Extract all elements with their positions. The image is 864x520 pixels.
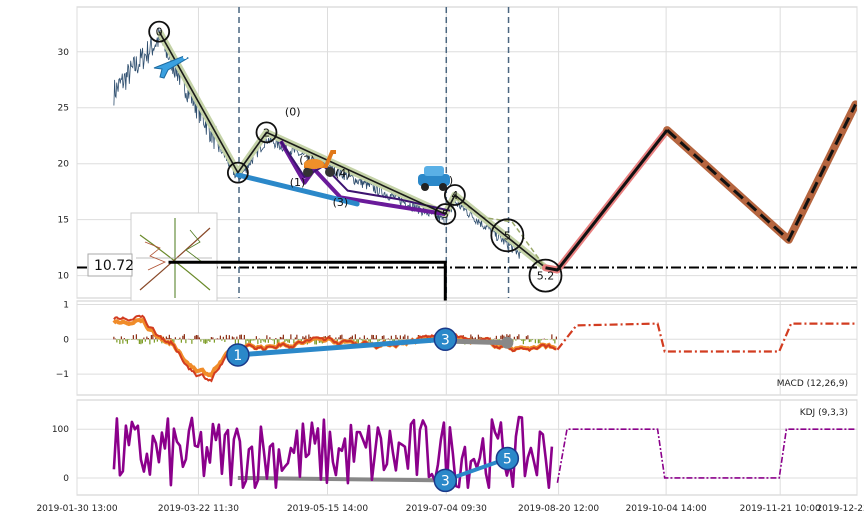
scooter-icon: [303, 150, 336, 177]
macd-y-ticks: −1 0 1: [56, 300, 70, 380]
wave-circle: [490, 218, 525, 253]
inset-thumbnail: [130, 212, 218, 304]
projection-core-dashed: [666, 103, 857, 243]
wave-circles: [148, 20, 563, 293]
y-tick-label: −1: [56, 370, 69, 380]
y-tick-label: 0: [63, 335, 69, 345]
kdj-series: [112, 415, 554, 490]
x-tick-label: 2019-10-04 14:00: [626, 504, 707, 514]
wave-label: 0: [156, 26, 163, 39]
kdj-marker-label: 3: [441, 473, 450, 489]
x-tick-label: 2019-03-22 11:30: [158, 504, 239, 514]
wave-label: 4: [451, 189, 458, 202]
macd-panel: −101 13 MACD (12,26,9): [56, 300, 858, 396]
wave-label: 5.2: [537, 270, 555, 283]
kdj-marker: [433, 468, 458, 493]
kdj-flat-projection: [556, 428, 856, 483]
macd-marker-label: 1: [233, 348, 242, 364]
macd-markers: 13: [226, 327, 458, 367]
subwave-a: [279, 140, 446, 217]
y-tick-label: 0: [63, 474, 69, 484]
x-axis-ticks: 2019-01-30 13:00 2019-03-22 11:30 2019-05-…: [36, 504, 864, 514]
price-y-ticks: 10 15 20 25 30: [58, 48, 70, 282]
wave-circle: [443, 184, 466, 206]
support-price-box: 10.72: [87, 253, 134, 277]
y-tick-label: 30: [58, 48, 70, 58]
macd-marker-label: 3: [441, 332, 450, 348]
subwave-b: [279, 140, 451, 212]
main-wave: [158, 31, 547, 269]
wave-label: 5: [442, 208, 449, 221]
x-tick-label: 2019-11-21 10:00: [740, 504, 821, 514]
wave-label: (3): [333, 196, 349, 209]
wave-circle: [434, 203, 457, 225]
wave-circle: [226, 161, 249, 184]
airplane-icon: [153, 55, 190, 79]
car-icon: [418, 166, 450, 191]
macd-marker: [226, 343, 250, 367]
y-tick-label: 100: [52, 425, 69, 435]
kdj-y-ticks: 0 100: [52, 425, 69, 484]
wave-label: 2: [263, 126, 270, 139]
y-tick-label: 1: [63, 300, 69, 310]
wave-circle: [148, 20, 171, 43]
wave-circle: [528, 258, 563, 293]
blue-wave-segment: [235, 172, 360, 207]
x-tick-label: 2019-08-20 12:00: [518, 504, 599, 514]
y-tick-label: 20: [58, 160, 70, 170]
y-tick-label: 25: [58, 104, 69, 114]
wave-label: 5: [504, 229, 511, 242]
kdj-grey-segment: [237, 475, 446, 483]
macd-title: MACD (12,26,9): [777, 379, 848, 389]
x-tick-label: 2019-12-23 15:00: [816, 504, 864, 514]
projection-core: [545, 129, 669, 272]
y-tick-label: 15: [58, 216, 69, 226]
x-tick-label: 2019-05-15 14:00: [287, 504, 368, 514]
wave-label: (0): [285, 106, 301, 119]
wave-label: (1): [290, 176, 306, 189]
macd-blue-segment: [237, 336, 446, 358]
macd-marker: [433, 327, 458, 352]
support-price-label: 10.72: [94, 258, 134, 274]
x-tick-label: 2019-07-04 09:30: [406, 504, 487, 514]
macd-grey-dot: [501, 336, 514, 349]
y-tick-label: 10: [58, 272, 70, 282]
kdj-title: KDJ (9,3,3): [800, 408, 848, 418]
wave-circle: [255, 121, 278, 144]
wave-label: (4): [335, 167, 351, 180]
kdj-marker: [495, 446, 520, 471]
kdj-marker-label: 5: [503, 451, 512, 467]
macd-line: [113, 314, 557, 383]
kdj-markers: 35: [433, 446, 520, 493]
macd-flat-projection: [556, 322, 856, 353]
x-tick-label: 2019-01-30 13:00: [36, 504, 117, 514]
